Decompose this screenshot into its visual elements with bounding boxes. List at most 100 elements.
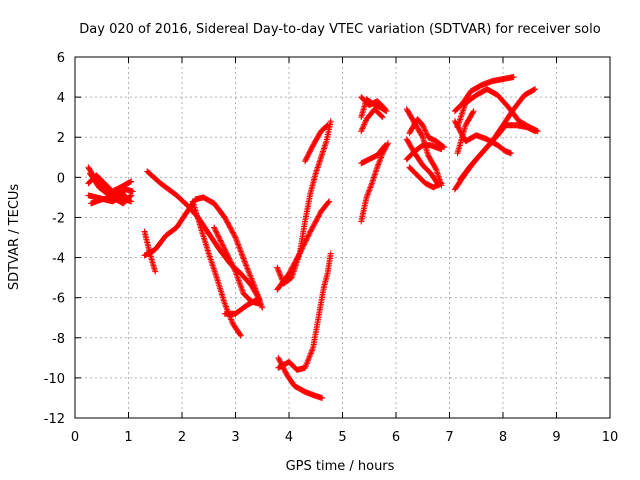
data-point: [378, 113, 385, 120]
data-point: [277, 273, 284, 280]
data-point: [422, 127, 429, 134]
data-point: [233, 271, 240, 278]
data-point: [376, 157, 383, 164]
data-point: [296, 250, 303, 257]
data-point: [374, 162, 381, 169]
data-point: [310, 222, 317, 229]
data-point: [303, 236, 310, 243]
data-point: [276, 271, 283, 278]
data-point: [226, 256, 233, 263]
data-point: [211, 268, 218, 275]
data-point: [253, 288, 260, 295]
data-point: [306, 353, 313, 360]
data-point: [234, 238, 241, 245]
data-point: [217, 237, 224, 244]
x-tick-label: 2: [178, 430, 186, 445]
data-point: [214, 232, 221, 239]
data-point: [451, 118, 458, 125]
data-point: [359, 125, 366, 132]
data-point: [287, 268, 294, 275]
data-point: [229, 263, 236, 270]
data-point: [313, 217, 320, 224]
data-point: [128, 198, 135, 205]
data-point: [232, 268, 239, 275]
data-point: [214, 230, 221, 237]
y-tick-label: -4: [52, 252, 65, 267]
data-point: [307, 228, 314, 235]
data-point: [276, 269, 283, 276]
data-point: [420, 123, 427, 130]
data-point: [233, 270, 240, 277]
data-point: [326, 198, 333, 205]
data-point: [303, 361, 310, 368]
data-point: [316, 212, 323, 219]
data-point: [286, 269, 293, 276]
data-point: [366, 185, 373, 192]
x-tick-label: 1: [124, 430, 132, 445]
data-point: [421, 126, 428, 133]
data-point: [294, 254, 301, 261]
data-point: [218, 240, 225, 247]
data-point: [275, 268, 282, 275]
data-point: [242, 259, 249, 266]
grid: [75, 57, 610, 418]
data-point: [247, 274, 254, 281]
data-point: [206, 253, 213, 260]
data-point: [228, 317, 235, 324]
data-point: [299, 245, 306, 252]
data-point: [227, 258, 234, 265]
data-point: [306, 354, 313, 361]
data-point: [248, 276, 255, 283]
data-point: [297, 247, 304, 254]
data-point: [377, 155, 384, 162]
data-point: [235, 277, 242, 284]
data-point: [212, 228, 219, 235]
data-point: [363, 194, 370, 201]
data-point: [228, 316, 235, 323]
data-point: [362, 118, 369, 125]
data-point: [227, 225, 234, 232]
data-point: [223, 218, 230, 225]
data-point: [220, 243, 227, 250]
data-point: [316, 210, 323, 217]
data-point: [246, 271, 253, 278]
x-tick-label: 9: [552, 430, 560, 445]
data-point: [325, 199, 332, 206]
data-point: [374, 164, 381, 171]
data-point: [254, 292, 261, 299]
data-point: [127, 193, 134, 200]
data-point: [308, 227, 315, 234]
data-point: [301, 240, 308, 247]
y-axis-label: SDTVAR / TECUs: [7, 184, 22, 291]
data-point: [302, 238, 309, 245]
data-point: [244, 265, 251, 272]
x-tick-label: 3: [231, 430, 239, 445]
data-point: [358, 126, 365, 133]
data-point: [300, 242, 307, 249]
data-point: [375, 161, 382, 168]
data-point: [246, 269, 253, 276]
x-tick-label: 5: [338, 430, 346, 445]
data-point: [458, 113, 465, 120]
data-point: [242, 261, 249, 268]
data-point: [226, 255, 233, 262]
data-point: [230, 230, 237, 237]
data-point: [305, 356, 312, 363]
data-point: [212, 270, 219, 277]
data-point: [274, 265, 281, 272]
data-point: [306, 231, 313, 238]
data-point: [368, 181, 375, 188]
data-point: [286, 270, 292, 277]
data-point: [229, 262, 236, 269]
data-point: [304, 357, 311, 364]
x-tick-label: 4: [285, 430, 293, 445]
data-point: [237, 332, 244, 339]
x-tick-label: 10: [602, 430, 619, 445]
data-point: [306, 229, 313, 236]
data-point: [419, 133, 426, 140]
data-point: [208, 259, 215, 266]
data-point: [253, 297, 260, 304]
data-point: [243, 262, 250, 269]
data-point: [291, 260, 298, 267]
data-point: [252, 285, 259, 292]
